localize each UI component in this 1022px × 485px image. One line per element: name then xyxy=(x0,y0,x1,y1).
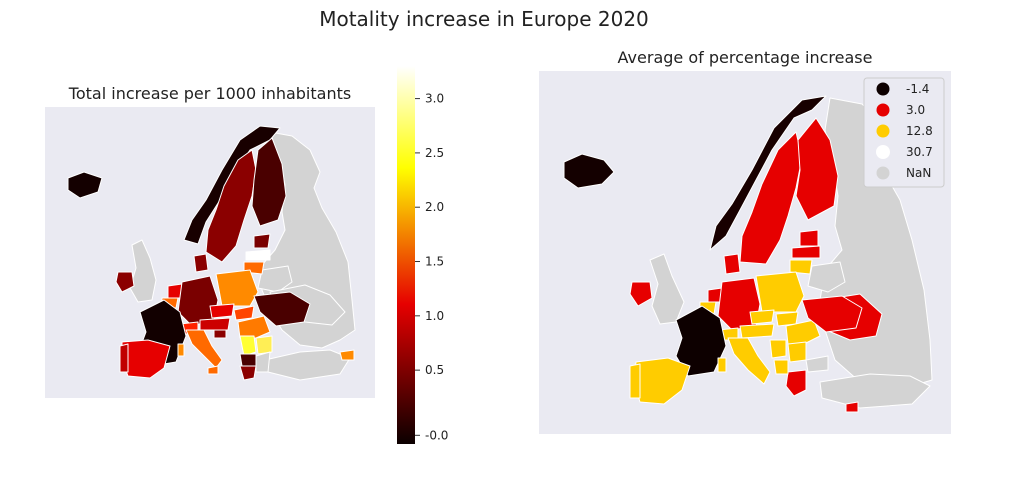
right-map-panel: Average of percentage increase xyxy=(539,48,951,434)
left-map-germany xyxy=(177,275,219,327)
right-map-belarus xyxy=(807,261,846,293)
legend-marker xyxy=(876,82,890,96)
right-map-sardinia xyxy=(717,357,727,373)
left-map-poland xyxy=(215,269,259,307)
left-map-sardinia xyxy=(177,343,185,357)
left-map-croatia xyxy=(239,335,257,357)
right-map-finland xyxy=(795,117,839,221)
left-map-regions xyxy=(67,125,356,381)
left-map-finland xyxy=(251,137,287,227)
right-map-iceland xyxy=(563,153,615,189)
right-map-france xyxy=(675,305,727,377)
right-map-hungary xyxy=(785,319,821,345)
right-map-balkans xyxy=(773,359,789,375)
left-map-turkey xyxy=(264,349,351,381)
legend-label: -1.4 xyxy=(906,82,929,96)
legend-label: 3.0 xyxy=(906,103,925,117)
legend-label: NaN xyxy=(906,166,931,180)
right-map-legend: -1.4 3.0 12.8 30.7 NaN xyxy=(863,77,945,188)
colorbar-ticks: -0.0 0.5 1.0 1.5 2.0 2.5 3.0 xyxy=(415,92,448,442)
colorbar: -0.0 0.5 1.0 1.5 2.0 2.5 3.0 xyxy=(397,66,448,444)
legend-label: 12.8 xyxy=(906,124,933,138)
right-map-lithuania xyxy=(789,259,813,275)
right-map-serbia xyxy=(787,341,807,363)
left-map-serbia xyxy=(255,335,273,355)
left-map-balkans-south xyxy=(255,351,271,373)
left-map-sicily xyxy=(207,365,219,375)
right-map-title: Average of percentage increase xyxy=(618,48,873,67)
legend-items: -1.4 3.0 12.8 30.7 NaN xyxy=(876,82,933,180)
colorbar-tick-label: 1.5 xyxy=(425,255,444,269)
right-map-italy xyxy=(727,337,771,385)
legend-marker xyxy=(876,124,890,138)
left-map-austria xyxy=(199,317,231,331)
right-map-austria xyxy=(739,323,775,339)
legend-marker xyxy=(876,145,890,159)
left-map-latvia xyxy=(245,249,271,261)
left-map-slovenia xyxy=(213,329,227,339)
right-map-bulgaria xyxy=(805,355,829,373)
left-map-italy xyxy=(185,329,223,369)
left-map-panel: Total increase per 1000 inhabitants xyxy=(45,84,375,398)
left-map-estonia xyxy=(253,233,271,249)
left-map-cyprus xyxy=(339,349,355,361)
left-map-denmark xyxy=(193,253,209,273)
left-map-iceland xyxy=(67,171,103,199)
left-map-hungary xyxy=(237,315,271,339)
left-map-belarus xyxy=(257,265,293,293)
left-map-bulgaria xyxy=(239,353,257,367)
colorbar-tick-label: 2.5 xyxy=(425,146,444,160)
right-map-uk xyxy=(649,253,685,325)
left-map-czechia xyxy=(209,303,235,319)
left-map-slovakia xyxy=(233,305,255,321)
right-map-denmark xyxy=(723,253,741,275)
right-map-latvia xyxy=(791,245,821,259)
right-map-turkey xyxy=(819,373,931,409)
colorbar-tick-label: 0.5 xyxy=(425,363,444,377)
right-map-greece xyxy=(785,369,807,397)
right-map-czechia xyxy=(749,309,775,325)
left-map-portugal xyxy=(119,343,129,373)
left-map-uk xyxy=(129,239,157,303)
right-map-portugal xyxy=(629,363,641,399)
legend-marker xyxy=(876,103,890,117)
left-map-greece xyxy=(239,365,257,381)
right-map-norway xyxy=(709,95,827,251)
colorbar-tick-label: 2.0 xyxy=(425,200,444,214)
right-map-estonia xyxy=(799,229,819,247)
left-map-sweden xyxy=(205,149,257,263)
colorbar-tick-label: -0.0 xyxy=(425,428,448,442)
right-map-croatia xyxy=(769,339,787,359)
left-map-norway xyxy=(183,125,281,245)
right-map-regions xyxy=(563,95,933,413)
left-map-ireland xyxy=(115,271,135,293)
right-map-romania xyxy=(801,295,863,333)
legend-label: 30.7 xyxy=(906,145,933,159)
figure-title: Motality increase in Europe 2020 xyxy=(319,7,649,31)
right-map-ireland xyxy=(629,281,653,307)
colorbar-tick-label: 1.0 xyxy=(425,309,444,323)
legend-marker xyxy=(876,166,890,180)
right-map-poland xyxy=(755,271,805,313)
left-map-title: Total increase per 1000 inhabitants xyxy=(68,84,351,103)
colorbar-tick-label: 3.0 xyxy=(425,92,444,106)
right-map-cyprus xyxy=(845,401,859,413)
left-map-romania xyxy=(253,291,311,327)
colorbar-gradient xyxy=(397,66,415,444)
